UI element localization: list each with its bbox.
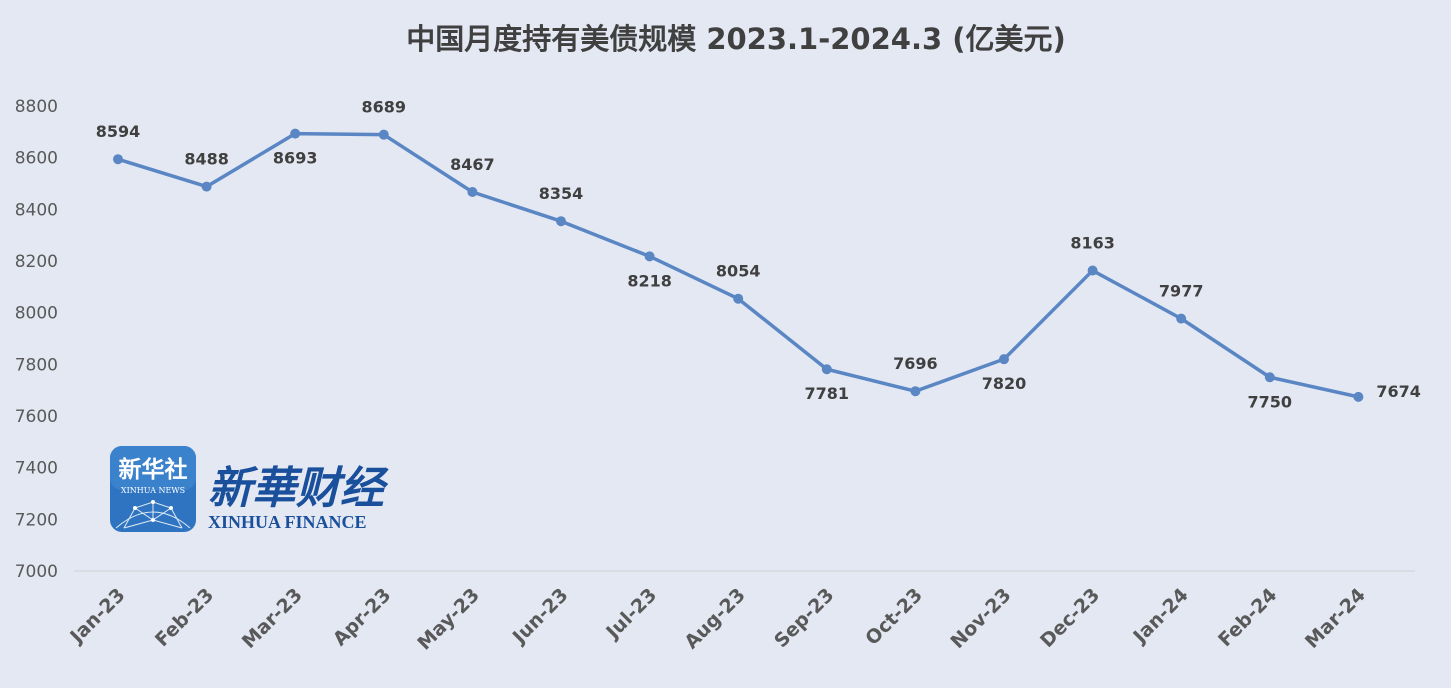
y-tick-label: 7800 bbox=[15, 355, 58, 375]
data-point bbox=[999, 354, 1009, 365]
x-tick-label: Mar-23 bbox=[238, 584, 307, 653]
data-point bbox=[556, 216, 566, 227]
x-tick-label: Feb-24 bbox=[1214, 584, 1281, 651]
data-point bbox=[644, 251, 655, 262]
y-tick-label: 7000 bbox=[15, 562, 58, 582]
y-tick-label: 8800 bbox=[15, 97, 58, 117]
data-label: 8693 bbox=[273, 149, 318, 168]
y-tick-label: 8000 bbox=[15, 304, 58, 324]
x-tick-label: Nov-23 bbox=[946, 584, 1015, 653]
x-tick-label: Sep-23 bbox=[770, 584, 838, 652]
data-point bbox=[1264, 372, 1275, 383]
data-point bbox=[910, 386, 921, 397]
y-tick-label: 7400 bbox=[15, 459, 58, 479]
data-point bbox=[378, 129, 389, 140]
xinhua-badge-text: 新华社 bbox=[119, 456, 188, 483]
data-point bbox=[290, 128, 301, 139]
data-label: 7750 bbox=[1248, 392, 1293, 411]
y-tick-label: 7200 bbox=[15, 510, 58, 530]
data-label: 8218 bbox=[627, 271, 672, 290]
data-label: 7781 bbox=[805, 384, 850, 403]
data-point bbox=[821, 364, 832, 375]
y-tick-label: 8600 bbox=[15, 149, 58, 169]
data-labels: 8594 8488 8693 8689 8467 8354 8218 8054 7781 7696… bbox=[96, 98, 1421, 412]
x-tick-label: Jul-23 bbox=[601, 584, 661, 644]
data-point bbox=[113, 154, 123, 165]
x-tick-label: Feb-23 bbox=[151, 584, 218, 651]
data-label: 7696 bbox=[893, 354, 938, 373]
data-label: 8054 bbox=[716, 262, 761, 281]
data-label: 8594 bbox=[96, 122, 141, 141]
x-axis: Jan-23 Feb-23 Mar-23 Apr-23 May-23 Jun-23 Jul-… bbox=[65, 584, 1370, 655]
y-tick-label: 7600 bbox=[15, 407, 58, 427]
data-label: 7820 bbox=[982, 374, 1027, 393]
x-tick-label: Dec-23 bbox=[1036, 584, 1104, 652]
xinhua-brand-cn: 新華财经 bbox=[208, 463, 389, 514]
data-point bbox=[467, 187, 478, 198]
y-axis: 7000 7200 7400 7600 7800 8000 8200 8400 8600 8800 bbox=[15, 97, 58, 582]
series-layer bbox=[113, 128, 1364, 402]
data-label: 8354 bbox=[539, 184, 584, 203]
data-point bbox=[1353, 391, 1364, 402]
y-tick-label: 8400 bbox=[15, 200, 58, 220]
x-tick-label: Mar-24 bbox=[1301, 584, 1370, 653]
data-point bbox=[201, 181, 212, 192]
data-label: 8467 bbox=[450, 155, 495, 174]
data-label: 8488 bbox=[184, 150, 229, 169]
data-label: 8163 bbox=[1070, 234, 1115, 253]
data-point bbox=[733, 293, 744, 304]
data-label: 7674 bbox=[1376, 382, 1421, 401]
xinhua-badge-top bbox=[110, 446, 196, 490]
x-tick-label: Jan-23 bbox=[65, 584, 130, 649]
x-tick-label: Jan-24 bbox=[1128, 584, 1193, 649]
data-label: 7977 bbox=[1159, 282, 1204, 301]
data-point bbox=[1087, 265, 1098, 276]
xinhua-logo: 新华社 XINHUA NEWS 新華财经 XINHUA FINANCE bbox=[110, 446, 389, 532]
x-tick-label: Jun-23 bbox=[507, 584, 572, 649]
x-tick-label: May-23 bbox=[413, 584, 484, 655]
x-tick-label: Aug-23 bbox=[680, 584, 749, 653]
data-point bbox=[1176, 313, 1187, 324]
chart-title: 中国月度持有美债规模 2023.1-2024.3 (亿美元) bbox=[406, 22, 1066, 56]
xinhua-brand-en: XINHUA FINANCE bbox=[208, 512, 367, 532]
x-tick-label: Apr-23 bbox=[329, 584, 395, 650]
data-label: 8689 bbox=[362, 98, 407, 117]
xinhua-badge-subtext: XINHUA NEWS bbox=[121, 486, 185, 495]
y-tick-label: 8200 bbox=[15, 252, 58, 272]
x-tick-label: Oct-23 bbox=[861, 584, 927, 650]
